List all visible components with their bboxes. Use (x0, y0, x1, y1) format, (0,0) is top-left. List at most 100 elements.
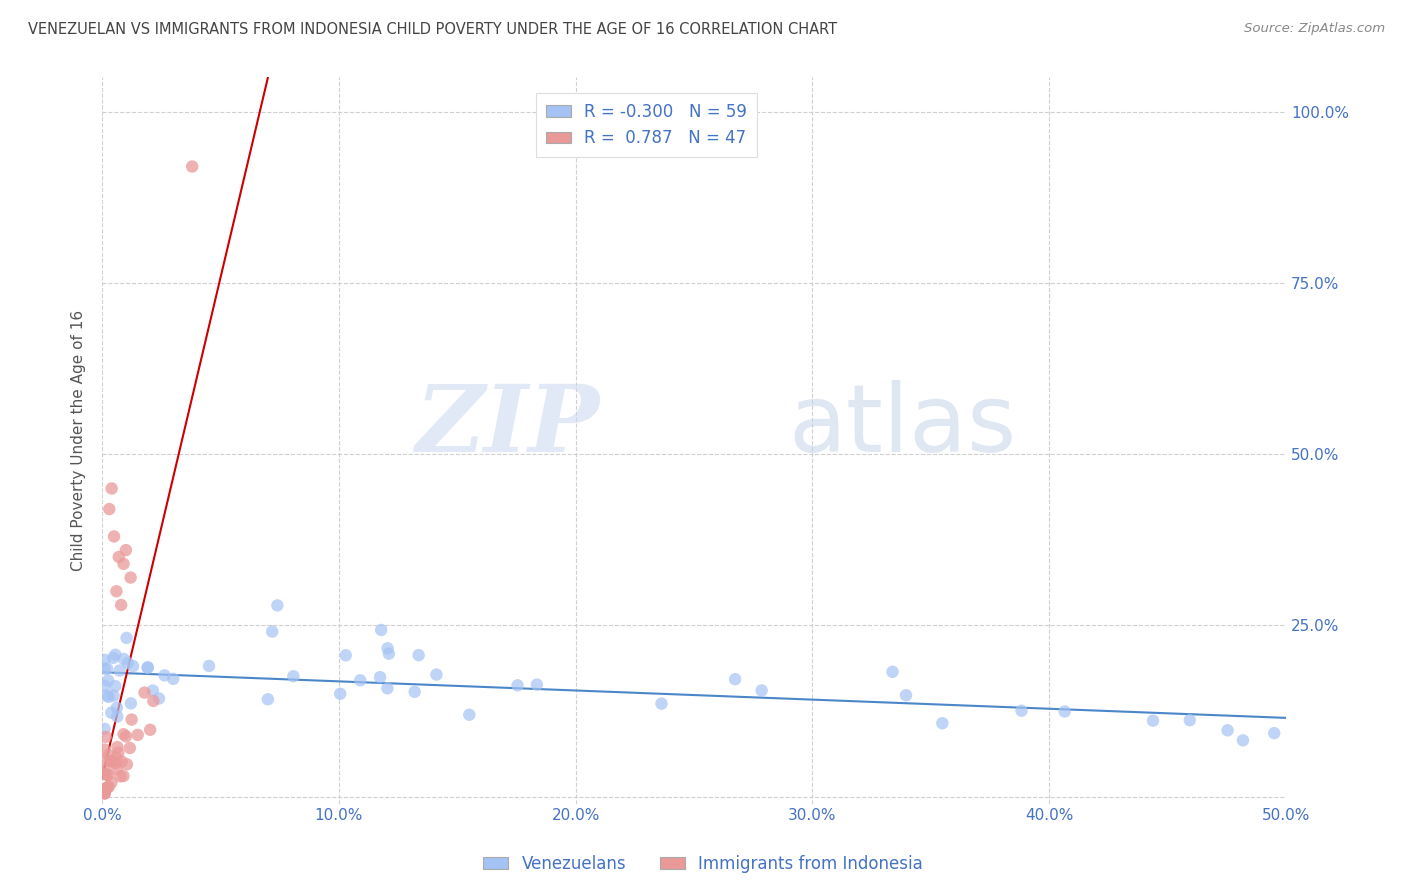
Point (120, 697, 142, 711)
Point (93, 785, 115, 799)
Point (107, 746, 129, 760)
Point (103, 689, 125, 703)
Point (117, 656, 139, 670)
Point (122, 659, 145, 673)
Point (93, 767, 115, 781)
Point (127, 728, 149, 742)
Point (136, 660, 159, 674)
Point (96, 768, 118, 782)
Point (368, 670, 391, 684)
Point (105, 751, 128, 765)
Point (115, 730, 138, 744)
Point (142, 683, 165, 698)
Point (97, 747, 120, 762)
Point (112, 557, 135, 571)
Point (105, 700, 128, 714)
Point (93, 742, 115, 756)
Point (931, 716, 953, 731)
Point (650, 697, 672, 711)
Point (112, 769, 135, 783)
Point (107, 549, 129, 564)
Point (1232, 733, 1254, 747)
Point (142, 694, 165, 708)
Point (335, 648, 357, 663)
Point (283, 669, 305, 683)
Point (506, 678, 529, 692)
Point (97, 780, 120, 794)
Point (134, 685, 156, 699)
Point (98, 502, 121, 516)
Point (104, 648, 127, 662)
Point (266, 599, 288, 613)
Point (93, 661, 115, 675)
Point (894, 688, 917, 702)
Point (101, 651, 124, 665)
Point (93, 786, 115, 800)
Point (181, 160, 204, 174)
Point (1053, 705, 1076, 719)
Point (93, 722, 115, 736)
Point (100, 775, 122, 789)
Point (1011, 704, 1033, 718)
Point (139, 723, 162, 737)
Point (97, 673, 120, 688)
Point (404, 685, 426, 699)
Point (100, 706, 122, 720)
Point (121, 713, 143, 727)
Point (97, 780, 120, 795)
Point (458, 707, 481, 722)
Point (93, 679, 115, 693)
Point (93, 763, 115, 777)
Text: atlas: atlas (789, 380, 1017, 472)
Point (370, 623, 392, 637)
Point (94, 781, 117, 796)
Point (115, 631, 138, 645)
Point (97, 690, 120, 704)
Text: Source: ZipAtlas.com: Source: ZipAtlas.com (1244, 22, 1385, 36)
Point (112, 727, 135, 741)
Point (1263, 726, 1285, 740)
Point (94, 730, 117, 744)
Point (378, 647, 401, 661)
Point (120, 570, 142, 584)
Point (329, 687, 352, 701)
Legend: Venezuelans, Immigrants from Indonesia: Venezuelans, Immigrants from Indonesia (477, 848, 929, 880)
Point (96, 689, 118, 703)
Point (408, 648, 430, 662)
Point (1216, 723, 1239, 738)
Point (118, 741, 141, 756)
Point (115, 757, 138, 772)
Point (115, 543, 138, 558)
Point (751, 683, 773, 698)
Text: ZIP: ZIP (415, 381, 599, 471)
Point (377, 681, 399, 696)
Point (262, 624, 284, 639)
Point (96, 662, 118, 676)
Point (1142, 714, 1164, 728)
Point (136, 661, 159, 675)
Point (111, 755, 134, 769)
Point (93, 786, 115, 800)
Point (105, 709, 128, 723)
Point (257, 692, 280, 706)
Y-axis label: Child Poverty Under the Age of 16: Child Poverty Under the Age of 16 (72, 310, 86, 571)
Point (112, 652, 135, 666)
Point (105, 740, 128, 755)
Point (110, 598, 132, 612)
Point (148, 691, 170, 706)
Point (425, 667, 447, 681)
Point (93, 786, 115, 800)
Point (96, 754, 118, 768)
Point (104, 679, 127, 693)
Point (153, 668, 176, 682)
Legend: R = -0.300   N = 59, R =  0.787   N = 47: R = -0.300 N = 59, R = 0.787 N = 47 (536, 93, 758, 157)
Point (105, 762, 128, 776)
Point (377, 641, 399, 656)
Text: VENEZUELAN VS IMMIGRANTS FROM INDONESIA CHILD POVERTY UNDER THE AGE OF 16 CORREL: VENEZUELAN VS IMMIGRANTS FROM INDONESIA … (28, 22, 837, 37)
Point (1178, 713, 1201, 727)
Point (110, 769, 132, 783)
Point (97, 768, 120, 782)
Point (104, 756, 127, 771)
Point (100, 754, 122, 768)
Point (103, 529, 125, 543)
